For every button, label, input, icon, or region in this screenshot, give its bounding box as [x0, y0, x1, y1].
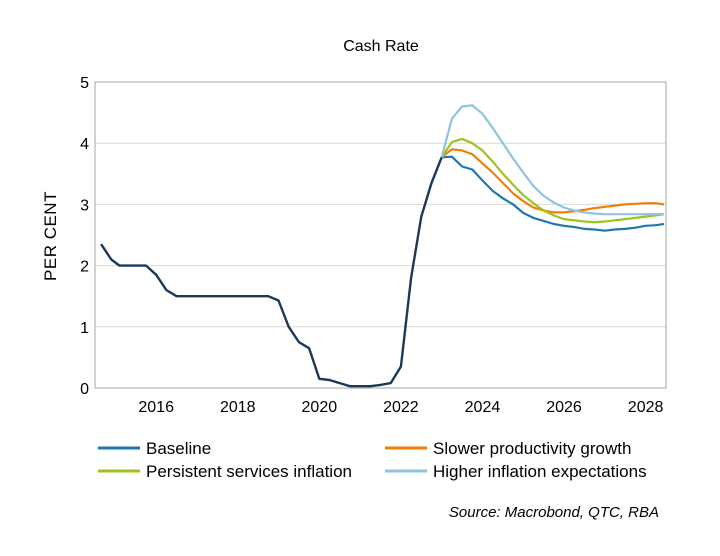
series-line-baseline	[441, 155, 665, 232]
y-tick-label-2: 2	[80, 259, 89, 276]
x-tick-label-2028: 2028	[628, 399, 664, 416]
legend-item-persistent-services-inflation[interactable]: Persistent services inflation	[98, 462, 352, 481]
legend-label-slower-productivity-growth: Slower productivity growth	[433, 439, 631, 458]
x-tick-label-2018: 2018	[220, 399, 256, 416]
chart-title: Cash Rate	[343, 38, 419, 55]
legend-label-persistent-services-inflation: Persistent services inflation	[146, 462, 352, 481]
legend-item-slower-productivity-growth[interactable]: Slower productivity growth	[385, 439, 631, 458]
plot-area-frame	[94, 81, 667, 389]
x-axis-ticks: 2016 2018 2020 2022 2024 2026 2028	[138, 399, 663, 416]
y-tick-label-0: 0	[80, 381, 89, 398]
legend-item-higher-inflation-expectations[interactable]: Higher inflation expectations	[385, 462, 647, 481]
source-note: Source: Macrobond, QTC, RBA	[449, 504, 659, 521]
y-tick-label-4: 4	[80, 136, 89, 153]
x-tick-label-2016: 2016	[138, 399, 174, 416]
y-axis-label: PER CENT	[41, 191, 60, 281]
series-line-persistent-services-inflation	[440, 137, 665, 224]
legend: Baseline Slower productivity growth Pers…	[98, 439, 647, 481]
series-line-higher-inflation-expectations	[440, 104, 664, 216]
y-tick-label-5: 5	[80, 75, 89, 92]
gridlines	[95, 81, 666, 389]
legend-label-baseline: Baseline	[146, 439, 211, 458]
x-tick-label-2020: 2020	[302, 399, 338, 416]
legend-label-higher-inflation-expectations: Higher inflation expectations	[433, 462, 647, 481]
series-line-history	[100, 156, 443, 388]
y-axis-ticks: 0 1 2 3 4 5	[80, 75, 89, 398]
x-tick-label-2022: 2022	[383, 399, 419, 416]
x-tick-label-2026: 2026	[546, 399, 582, 416]
y-tick-label-1: 1	[80, 320, 89, 337]
y-tick-label-3: 3	[80, 197, 89, 214]
series-lines	[100, 104, 665, 388]
legend-item-baseline[interactable]: Baseline	[98, 439, 211, 458]
series-line-slower-productivity-growth	[441, 148, 665, 214]
x-tick-label-2024: 2024	[465, 399, 501, 416]
